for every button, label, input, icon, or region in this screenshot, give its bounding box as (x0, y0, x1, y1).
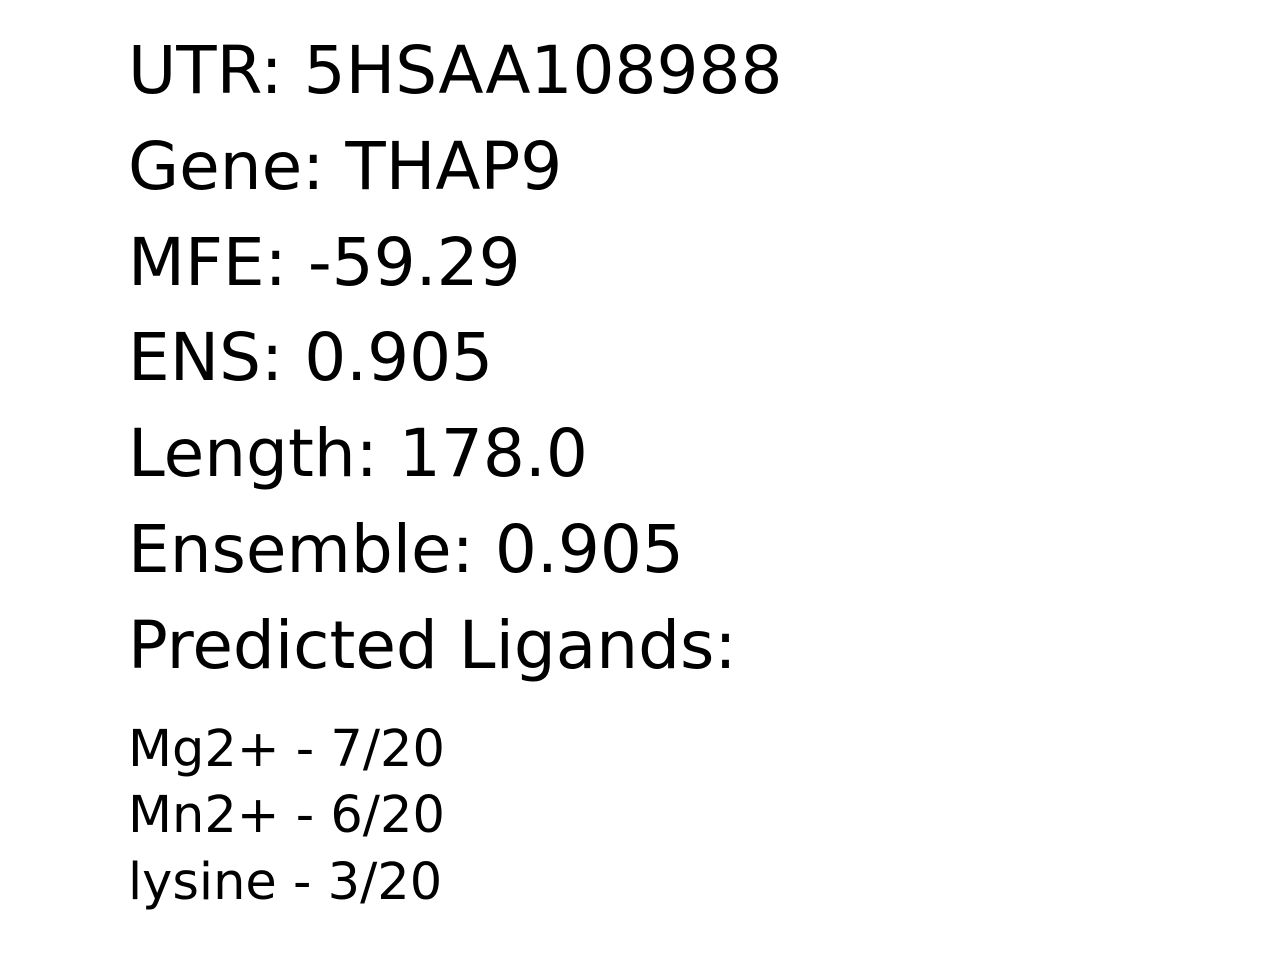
utr-field: UTR: 5HSAA108988 (128, 38, 783, 104)
mfe-value: -59.29 (307, 224, 521, 301)
ligand-separator: - (295, 720, 315, 779)
ligand-name: lysine (128, 853, 277, 912)
mfe-field: MFE: -59.29 (128, 230, 521, 296)
utr-label: UTR: (128, 32, 283, 109)
length-value: 178.0 (398, 415, 588, 492)
ligand-score: 6/20 (330, 786, 445, 845)
utr-value: 5HSAA108988 (303, 32, 783, 109)
utr-info-panel: UTR: 5HSAA108988 Gene: THAP9 MFE: -59.29… (128, 0, 1228, 960)
ligand-score: 7/20 (330, 720, 445, 779)
ens-field: ENS: 0.905 (128, 325, 493, 391)
mfe-label: MFE: (128, 224, 287, 301)
ens-label: ENS: (128, 319, 284, 396)
gene-field: Gene: THAP9 (128, 134, 562, 200)
ligand-score: 3/20 (327, 853, 443, 912)
ligand-name: Mn2+ (128, 786, 280, 845)
ens-value: 0.905 (304, 319, 494, 396)
ensemble-value: 0.905 (494, 511, 684, 588)
ligand-name: Mg2+ (128, 720, 280, 779)
ligands-heading: Predicted Ligands: (128, 607, 737, 684)
gene-label: Gene: (128, 128, 325, 205)
ensemble-label: Ensemble: (128, 511, 474, 588)
ligand-separator: - (295, 786, 315, 845)
length-label: Length: (128, 415, 378, 492)
gene-value: THAP9 (345, 128, 563, 205)
ligand-item: Mn2+ - 6/20 (128, 790, 445, 841)
ensemble-field: Ensemble: 0.905 (128, 517, 684, 583)
ligand-item: lysine - 3/20 (128, 857, 442, 908)
ligand-separator: - (293, 853, 312, 912)
length-field: Length: 178.0 (128, 421, 588, 487)
ligand-item: Mg2+ - 7/20 (128, 724, 445, 775)
